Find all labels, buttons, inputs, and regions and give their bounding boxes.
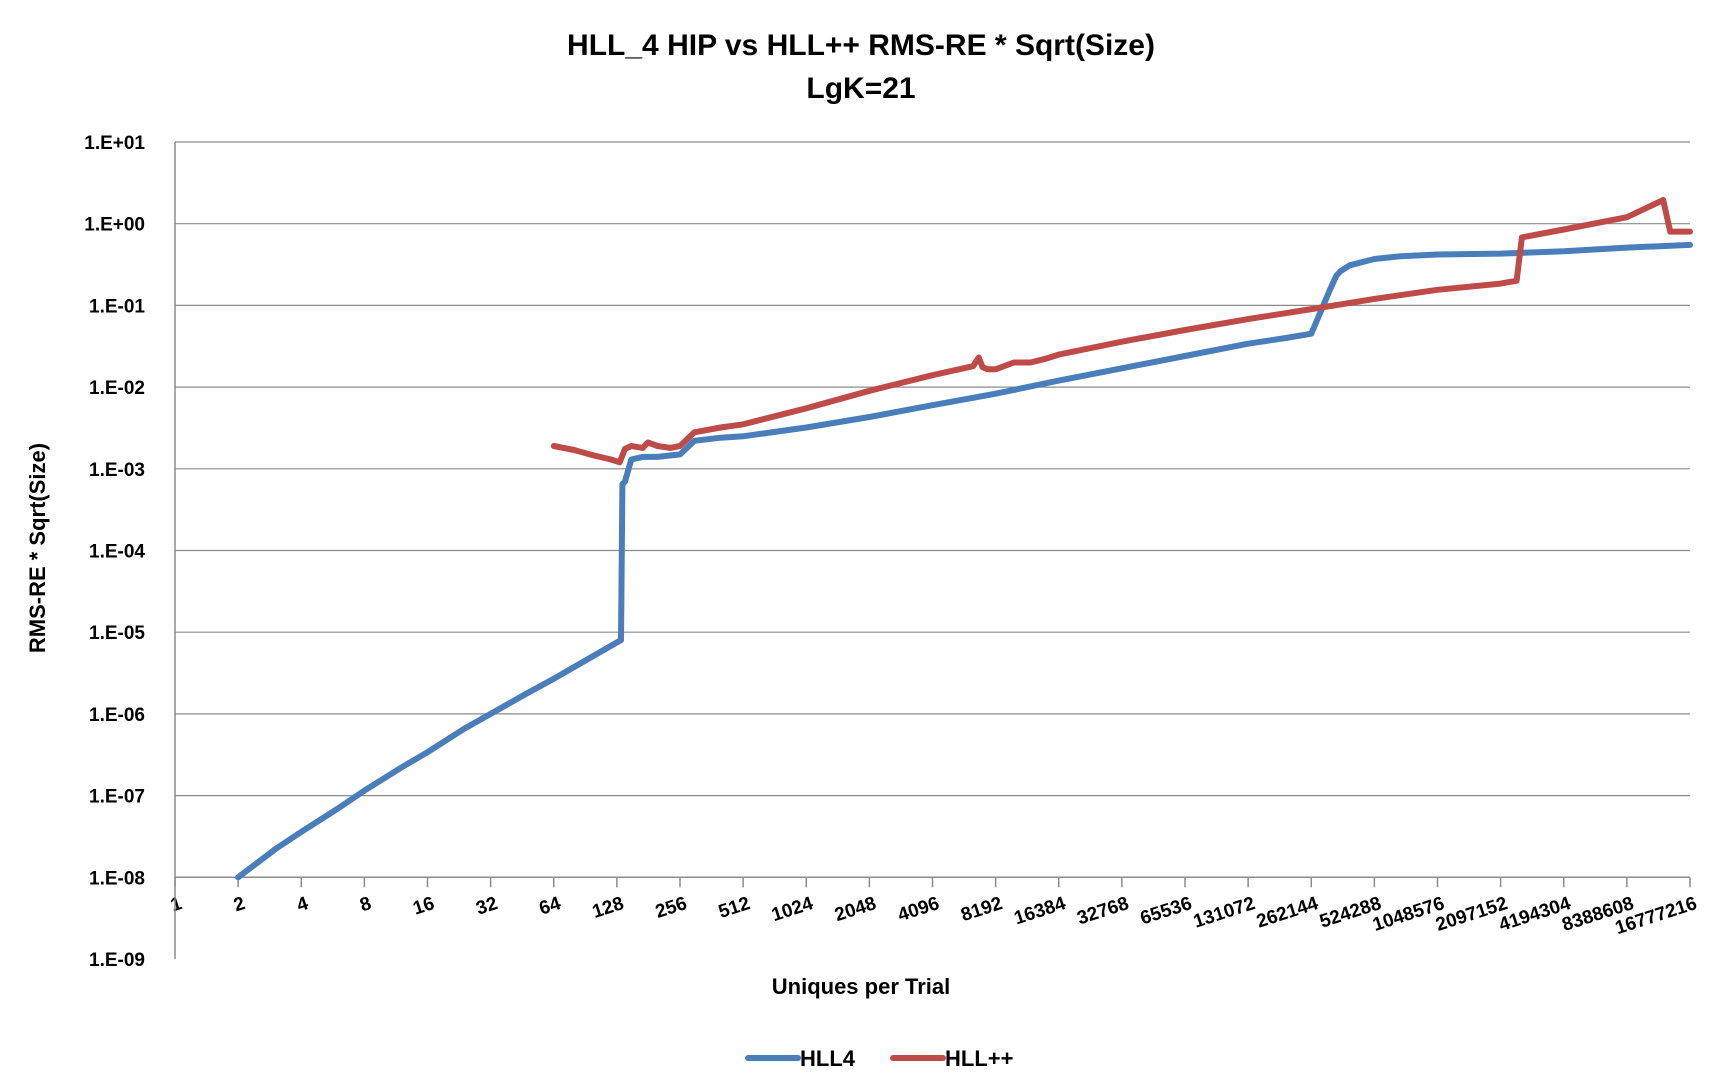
x-tick-label: 1024 [769,893,816,926]
legend-label: HLL++ [945,1046,1013,1071]
x-tick-label: 8192 [958,893,1005,926]
y-axis-label: RMS-RE * Sqrt(Size) [25,443,50,653]
legend: HLL4 HLL++ [745,1046,1013,1071]
series-line-hll4 [235,241,1693,881]
y-tick-label: 1.E-04 [89,542,145,563]
chart-subtitle: LgK=21 [806,72,915,105]
chart-title: HLL_4 HIP vs HLL++ RMS-RE * Sqrt(Size) [567,29,1155,62]
x-axis-tick-labels: 1 2 4 8 16 32 64 128 256 512 1024 2048 4096 8192 16384… [168,893,1700,939]
y-tick-label: 1.E-03 [89,460,145,481]
axes [174,142,1691,959]
legend-label: HLL4 [800,1046,856,1071]
y-tick-label: 1.E-01 [89,296,145,317]
gridlines [175,141,1690,878]
x-tick-label: 262144 [1254,893,1321,933]
x-tick-label: 16 [410,893,437,920]
x-tick-label: 128 [590,893,627,923]
y-tick-label: 1.E-06 [89,705,145,726]
y-axis-tick-labels: 1.E-09 1.E-08 1.E-07 1.E-06 1.E-05 1.E-04 1.E-… [84,133,145,971]
x-tick-label: 65536 [1138,893,1195,929]
y-tick-label: 1.E+00 [84,215,145,236]
x-tick-label: 32 [474,893,501,920]
y-tick-label: 1.E+01 [84,133,145,154]
x-tick-label: 4096 [895,893,942,926]
x-axis-label: Uniques per Trial [772,974,951,999]
x-tick-label: 2 [231,893,248,916]
x-tick-label: 2048 [832,893,879,926]
series-lines [235,197,1693,881]
y-tick-label: 1.E-02 [89,378,145,399]
x-tick-label: 64 [537,893,564,920]
x-tick-label: 1 [168,893,185,916]
y-tick-label: 1.E-08 [89,868,145,889]
x-tick-label: 8 [357,893,374,916]
x-tick-label: 32768 [1075,893,1132,929]
series-line-hllpp [550,197,1693,466]
x-tick-label: 512 [716,893,753,923]
y-tick-label: 1.E-09 [89,950,145,971]
y-tick-label: 1.E-07 [89,787,145,808]
x-tick-label: 131072 [1191,893,1258,933]
y-tick-label: 1.E-05 [89,623,145,644]
x-tick-label: 4 [294,893,311,916]
x-tick-label: 16384 [1012,893,1069,929]
x-tick-label: 256 [653,893,690,923]
